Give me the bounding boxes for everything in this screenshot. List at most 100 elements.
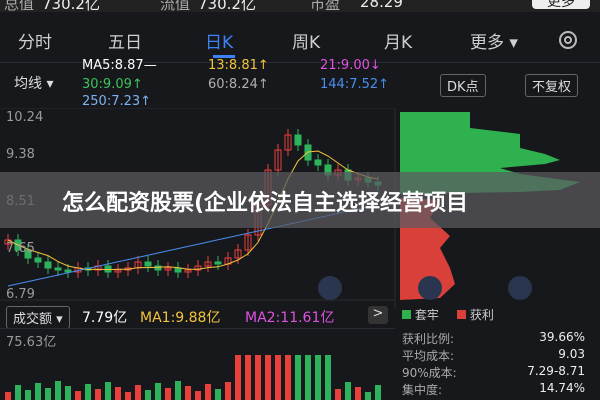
volume-ma1: MA1:9.88亿 — [140, 310, 221, 326]
ma-label: 30:9.09↑ — [82, 77, 143, 92]
candle-body — [204, 261, 212, 267]
volume-bar — [195, 391, 201, 400]
stat-value: 7.29-8.71 — [527, 364, 585, 378]
tab[interactable]: 更多 ▾ — [470, 33, 518, 53]
tab[interactable]: 月K — [384, 33, 413, 53]
candle-body — [244, 234, 252, 251]
header-item: 730.2亿 — [42, 0, 100, 13]
volume-bar — [365, 392, 371, 400]
overlay-band: 怎么配资股票(企业依法自主选择经营项目 — [0, 172, 600, 228]
volume-bar — [235, 355, 241, 400]
volume-bar — [35, 383, 41, 400]
volume-selector-label: 成交额 — [13, 312, 53, 327]
candle-body — [154, 265, 162, 271]
candle-body — [24, 249, 32, 259]
price-label: 9.38 — [6, 147, 35, 162]
volume-bar — [15, 385, 21, 400]
stat-label: 集中度: — [402, 383, 443, 397]
stat-value: 39.66% — [539, 330, 585, 344]
header-item: 流值 — [160, 0, 191, 13]
candle-body — [284, 134, 292, 151]
volume-chart — [5, 355, 381, 400]
volume-bar — [5, 392, 11, 400]
header-item: 730.2亿 — [198, 0, 256, 13]
volume-bar — [145, 390, 151, 400]
volume-bar — [105, 382, 111, 400]
volume-bar — [275, 355, 281, 400]
volume-bar — [135, 385, 141, 400]
ma-label: 250:7.23↑ — [82, 94, 152, 109]
candle-body — [214, 261, 222, 265]
settings-icon[interactable] — [556, 28, 580, 52]
volume-bar — [125, 392, 131, 400]
volume-bar — [205, 384, 211, 400]
candle-body — [64, 269, 72, 273]
expand-button[interactable]: > — [368, 306, 388, 324]
stat-label: 获利比例: — [402, 332, 455, 346]
ma-selector-label: 均线 — [14, 76, 42, 92]
tab[interactable]: 周K — [292, 33, 321, 53]
nav-button[interactable] — [318, 276, 342, 300]
volume-bar — [55, 381, 61, 400]
divider — [0, 328, 395, 329]
overlay-title: 怎么配资股票(企业依法自主选择经营项目 — [62, 191, 469, 216]
volume-bar — [25, 390, 31, 400]
candle-body — [294, 134, 302, 146]
volume-bar — [285, 355, 291, 400]
volume-bar — [175, 381, 181, 400]
candle-body — [234, 249, 242, 259]
divider — [0, 62, 600, 63]
stat-label: 平均成本: — [402, 349, 455, 363]
fq-button[interactable]: 不复权 — [525, 74, 579, 97]
ma-selector[interactable]: 均线 ▾ — [14, 76, 54, 92]
stat-value: 9.03 — [558, 347, 585, 361]
top-strip: 总值 730.2亿 流值 730.2亿 市盈 28.29 更多 — [0, 0, 600, 13]
tab[interactable]: 日K — [205, 33, 234, 53]
candle-body — [54, 267, 62, 271]
volume-bar — [345, 382, 351, 400]
ma-label: 60:8.24↑ — [208, 77, 269, 92]
candle-body — [164, 267, 172, 271]
nav-button[interactable] — [508, 276, 532, 300]
header-item: 28.29 — [360, 0, 403, 11]
volume-bar — [215, 389, 221, 400]
price-label: 10.24 — [6, 110, 44, 125]
candle-body — [44, 261, 52, 269]
volume-ma2: MA2:11.61亿 — [245, 310, 335, 326]
ma-label: 21:9.00↓ — [320, 58, 381, 73]
candle-body — [184, 269, 192, 273]
dk-button[interactable]: DK点 — [440, 74, 486, 97]
volume-bar — [65, 386, 71, 400]
candle-body — [114, 269, 122, 273]
volume-bar — [95, 389, 101, 400]
candle-body — [314, 159, 322, 166]
legend-item: 获利 — [457, 306, 494, 323]
candle-body — [34, 257, 42, 263]
volume-selector[interactable]: 成交额 ▾ — [6, 306, 70, 329]
volume-max: 75.63亿 — [6, 335, 57, 350]
volume-bar — [255, 355, 261, 400]
legend-label: 获利 — [469, 308, 494, 322]
tab[interactable]: 分时 — [18, 33, 52, 53]
volume-bar — [315, 355, 321, 400]
more-button[interactable]: 更多 — [532, 0, 590, 10]
volume-bar — [325, 355, 331, 400]
candle-body — [104, 265, 112, 273]
tab[interactable]: 五日 — [108, 33, 142, 53]
volume-bar — [375, 385, 381, 400]
nav-button[interactable] — [418, 276, 442, 300]
volume-bar — [45, 388, 51, 400]
price-label: 6.79 — [6, 287, 35, 302]
header-item: 总值 — [4, 0, 35, 13]
volume-value: 7.79亿 — [82, 310, 128, 326]
legend-item: 套牢 — [402, 306, 439, 323]
ma-label: MA5:8.87— — [82, 58, 157, 73]
volume-bar — [85, 384, 91, 400]
volume-bar — [165, 388, 171, 400]
stat-value: 14.74% — [539, 381, 585, 395]
volume-bar — [245, 355, 251, 400]
volume-bar — [355, 387, 361, 400]
candle-body — [194, 265, 202, 271]
price-label: 7.65 — [6, 241, 35, 256]
